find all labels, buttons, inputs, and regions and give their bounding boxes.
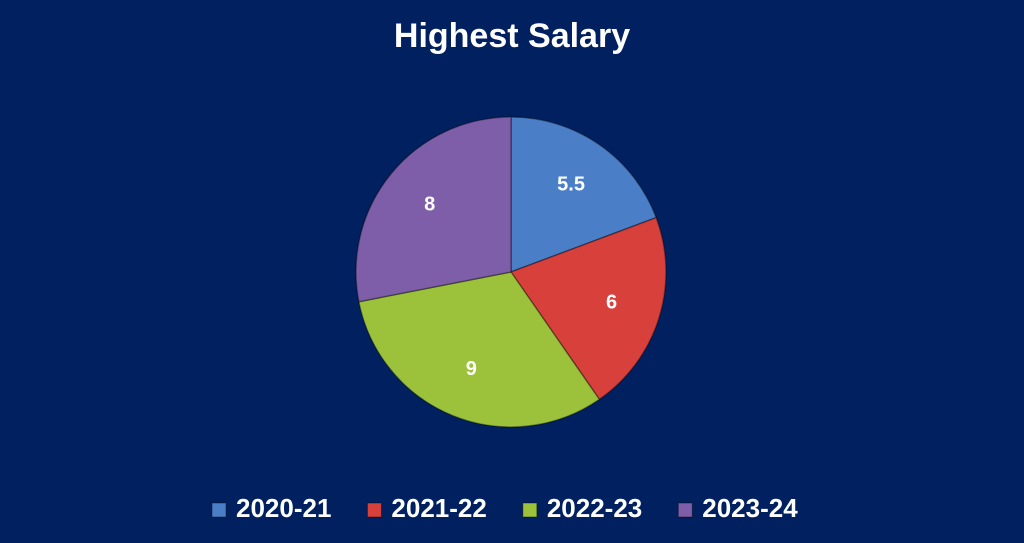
chart-title: Highest Salary <box>394 17 630 55</box>
legend-swatch <box>677 502 693 518</box>
legend-label: 2022-23 <box>547 493 642 523</box>
data-label: 5.5 <box>557 174 585 196</box>
legend-swatch <box>522 502 538 518</box>
legend-label: 2021-22 <box>391 493 486 523</box>
legend-label: 2020-21 <box>236 493 331 523</box>
pie-slice <box>509 216 667 401</box>
legend-swatch <box>366 502 382 518</box>
data-label: 6 <box>606 292 617 314</box>
legend-swatch <box>211 502 227 518</box>
pie-slice <box>357 271 601 428</box>
pie-slice <box>355 116 512 303</box>
data-label: 9 <box>466 358 477 380</box>
pie-slice <box>510 116 658 274</box>
data-label: 8 <box>424 193 435 215</box>
legend-label: 2023-24 <box>702 493 798 523</box>
